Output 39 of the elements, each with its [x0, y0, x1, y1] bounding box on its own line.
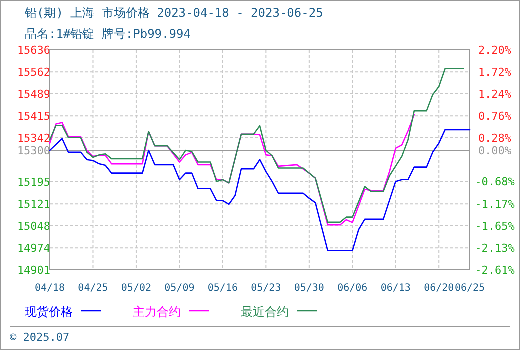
legend-label: 现货价格 — [25, 305, 73, 319]
text: © 2025.07 — [10, 331, 70, 344]
y2-tick-label: 1.24% — [478, 88, 512, 101]
y-tick-label: 15048 — [17, 220, 51, 233]
y-tick-label: 15300 — [17, 144, 51, 158]
y2-tick-label: 1.72% — [478, 66, 512, 79]
x-tick-label: 05/16 — [208, 283, 238, 294]
y2-tick-label: 0.76% — [478, 110, 512, 123]
x-tick-label: 06/25 — [454, 283, 486, 294]
chart-title: 铅(期) 上海 市场价格 2023-04-18 - 2023-06-25 — [24, 6, 324, 20]
y-tick-label: 14974 — [17, 242, 51, 256]
x-tick-label: 06/06 — [338, 283, 368, 294]
x-tick-label: 05/30 — [294, 283, 324, 294]
x-tick-label: 05/02 — [121, 283, 152, 294]
y-tick-label: 15195 — [17, 176, 51, 189]
chart-subtitle: 品名:1#铅锭 牌号:Pb99.994 — [25, 27, 191, 41]
y2-tick-label: -1.65% — [475, 220, 516, 234]
legend-label: 主力合约 — [133, 305, 181, 319]
y-tick-label: 15415 — [17, 110, 51, 124]
y2-tick-label: 0.28% — [478, 132, 512, 145]
y-tick-label: 15121 — [17, 198, 51, 212]
y-tick-label: 15342 — [17, 132, 51, 145]
y-tick-label: 15562 — [17, 66, 51, 80]
x-tick-label: 06/13 — [380, 283, 411, 294]
x-tick-label: 05/09 — [164, 283, 195, 294]
y-tick-label: 15489 — [17, 88, 51, 101]
y-tick-label: 14901 — [17, 264, 51, 277]
y2-tick-label: -1.17% — [475, 198, 516, 212]
y2-tick-label: -2.61% — [475, 264, 516, 277]
y2-tick-label: -0.68% — [475, 176, 516, 189]
y-tick-label: 15636 — [17, 44, 51, 57]
x-tick-label: 06/20 — [424, 283, 454, 294]
x-tick-label: 04/25 — [78, 283, 108, 294]
x-tick-label: 04/18 — [34, 283, 66, 294]
y2-tick-label: 0.00% — [478, 144, 512, 158]
x-tick-label: 05/23 — [251, 283, 282, 294]
y2-tick-label: -2.13% — [475, 242, 516, 256]
legend-label: 最近合约 — [241, 305, 289, 319]
y2-tick-label: 2.20% — [478, 44, 512, 57]
